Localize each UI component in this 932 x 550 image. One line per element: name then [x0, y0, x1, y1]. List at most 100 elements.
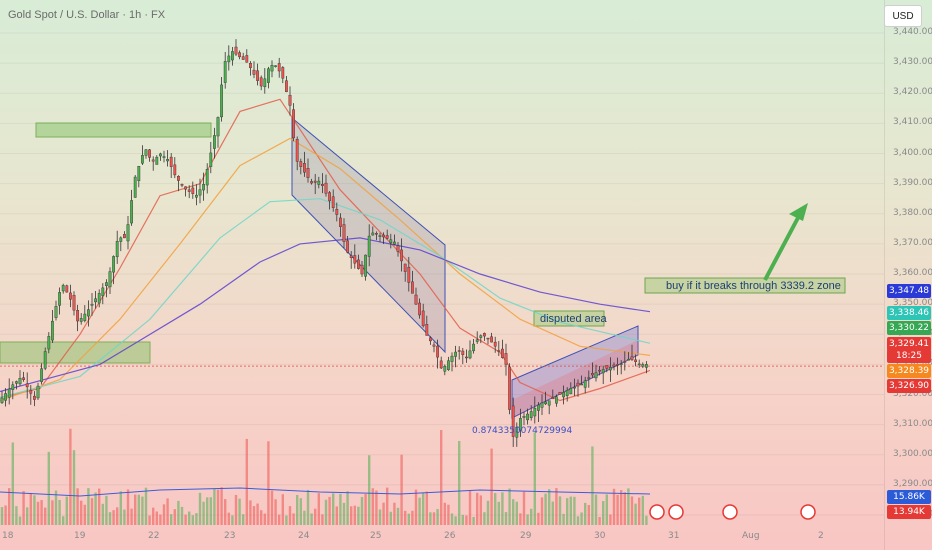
- candle-down: [184, 186, 187, 190]
- price-chart[interactable]: [0, 0, 884, 550]
- candle-down: [151, 159, 155, 162]
- candle-down: [616, 364, 620, 366]
- volume-bar: [627, 488, 630, 525]
- volume-bar: [519, 513, 522, 525]
- price-tick-label: 3,290.00: [893, 478, 932, 489]
- candle-down: [353, 255, 357, 264]
- candle-up: [90, 303, 94, 306]
- volume-bar: [195, 513, 198, 525]
- time-tick-label: 29: [520, 531, 532, 541]
- volume-bar: [141, 496, 144, 525]
- volume-bar: [206, 497, 209, 525]
- volume-bar: [44, 507, 47, 525]
- volume-bar: [378, 509, 382, 525]
- volume-bar: [432, 512, 436, 525]
- candle-up: [619, 363, 623, 365]
- volume-bar: [436, 509, 439, 525]
- disputed-area-label[interactable]: disputed area: [540, 313, 607, 325]
- volume-bar: [497, 501, 500, 525]
- candle-up: [479, 335, 483, 338]
- event-icon: [800, 504, 816, 520]
- volume-bar: [112, 510, 115, 525]
- candle-up: [43, 351, 47, 369]
- candle-down: [357, 259, 360, 269]
- volume-bar: [598, 516, 601, 525]
- volume-bar: [148, 515, 151, 525]
- candle-down: [508, 366, 511, 410]
- ema-slow-line: [0, 198, 651, 399]
- volume-bar: [76, 488, 79, 525]
- price-tag: 3,338.46: [887, 306, 931, 320]
- price-scale[interactable]: 3,440.00 3,430.00 3,420.00 3,410.00 3,400.00…: [884, 0, 932, 550]
- volume-bar: [36, 501, 40, 525]
- candle-up: [529, 411, 533, 418]
- volume-bar: [51, 500, 54, 525]
- candle-down: [360, 264, 364, 275]
- volume-bar: [234, 494, 238, 525]
- volume-bar: [152, 507, 155, 525]
- event-icon: [668, 504, 684, 520]
- price-tick-label: 3,440.00: [893, 27, 932, 38]
- volume-bar: [371, 488, 374, 525]
- resistance-zone: [35, 122, 212, 138]
- candle-up: [367, 235, 371, 257]
- volume-bar: [512, 499, 515, 525]
- price-tag: 15.86K: [887, 490, 931, 504]
- candle-up: [198, 189, 202, 196]
- candle-up: [140, 155, 144, 164]
- price-tick-label: 3,390.00: [893, 177, 932, 188]
- candle-up: [609, 367, 612, 371]
- volume-bar: [4, 505, 7, 525]
- candle-down: [248, 63, 252, 68]
- volume-bar: [458, 440, 461, 525]
- candle-down: [72, 295, 76, 311]
- volume-bar: [468, 490, 472, 525]
- candle-down: [501, 348, 504, 358]
- candle-down: [29, 390, 33, 394]
- candle-down: [414, 294, 418, 305]
- candle-down: [483, 333, 486, 337]
- candle-down: [342, 224, 346, 242]
- volume-bar: [123, 509, 126, 525]
- candle-up: [7, 388, 11, 398]
- time-tick-label: 31: [668, 531, 680, 541]
- candle-down: [497, 350, 501, 352]
- volume-bar: [180, 506, 184, 525]
- volume-bar: [317, 493, 320, 525]
- candle-down: [238, 52, 241, 58]
- volume-bar: [414, 489, 418, 525]
- candle-down: [331, 196, 335, 208]
- volume-bar: [306, 489, 310, 525]
- volume-bar: [191, 515, 194, 525]
- candle-down: [176, 176, 180, 181]
- candle-up: [317, 180, 321, 185]
- volume-bar: [256, 503, 259, 525]
- volume-bar: [515, 501, 518, 525]
- candle-up: [540, 402, 544, 408]
- candle-up: [267, 68, 270, 83]
- candle-up: [47, 336, 51, 350]
- time-tick-label: 18: [2, 531, 14, 541]
- candle-up: [393, 241, 396, 245]
- candle-up: [158, 153, 162, 157]
- volume-bar: [562, 513, 565, 525]
- volume-bar: [126, 489, 130, 525]
- volume-bar: [227, 512, 230, 525]
- currency-button[interactable]: USD: [884, 5, 922, 27]
- time-tick-label: 19: [74, 531, 86, 541]
- candle-down: [68, 292, 72, 300]
- volume-bar: [360, 496, 364, 525]
- buy-note[interactable]: buy if it breaks through 3339.2 zone: [666, 280, 841, 292]
- price-tick-label: 3,410.00: [893, 117, 932, 128]
- symbol-title[interactable]: Gold Spot / U.S. Dollar · 1h · FX: [8, 9, 166, 21]
- volume-bar: [184, 514, 187, 525]
- candle-down: [310, 181, 313, 184]
- volume-bar: [202, 501, 205, 525]
- candle-down: [292, 109, 295, 139]
- volume-bar: [130, 508, 133, 525]
- volume-bar: [566, 498, 569, 525]
- price-tag: 3,328.39: [887, 364, 931, 378]
- time-tick-label: 30: [594, 531, 606, 541]
- candle-up: [108, 271, 112, 288]
